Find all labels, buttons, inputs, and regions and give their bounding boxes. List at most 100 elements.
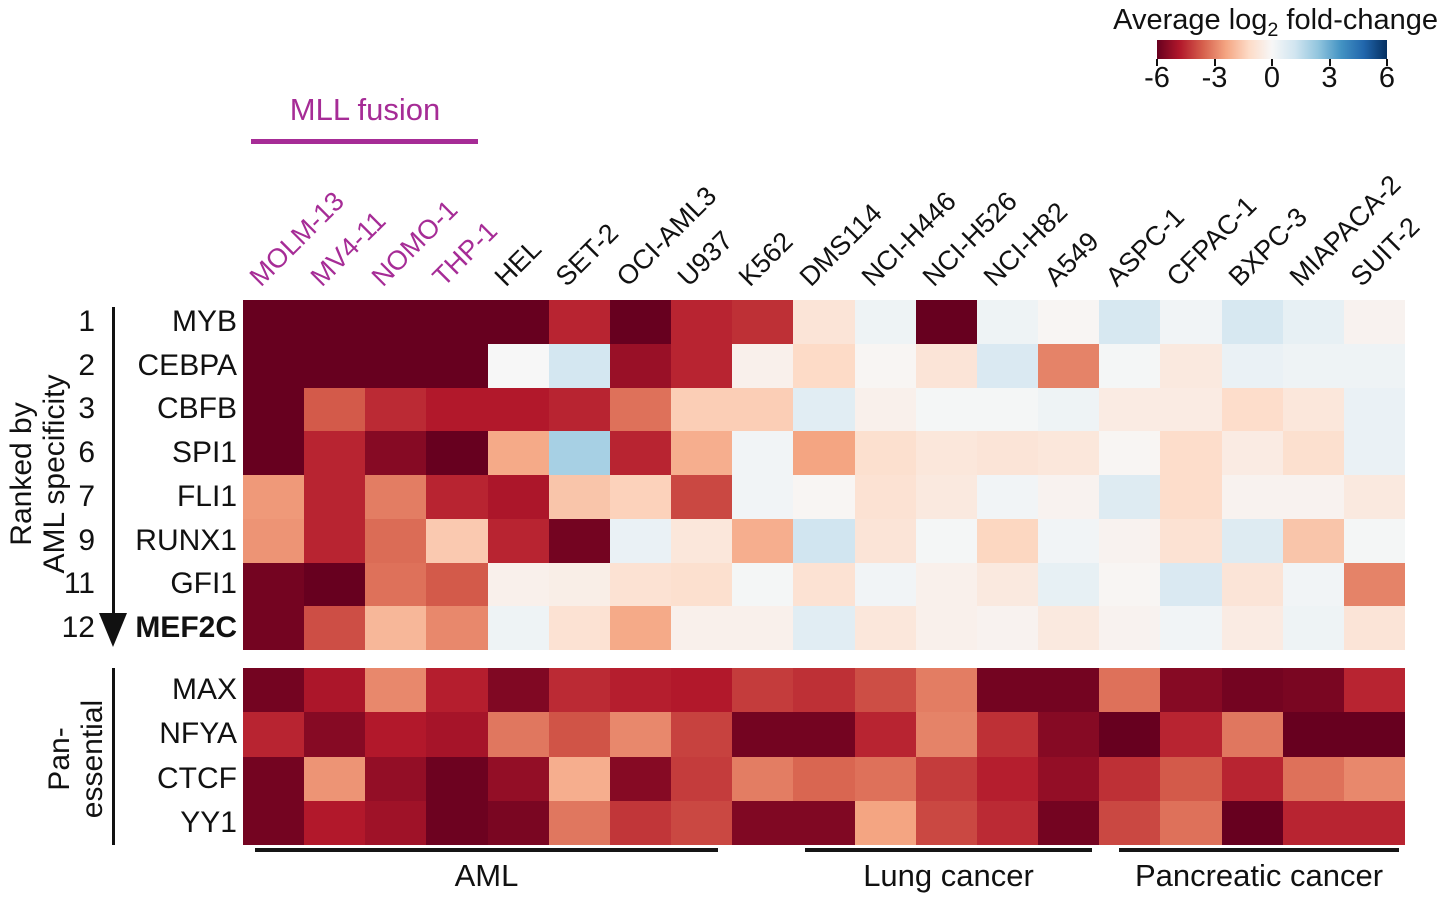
- heatmap-cell-spi1-aspc-1: [1099, 431, 1161, 475]
- heatmap-cell-yy1-k562: [732, 800, 794, 845]
- group-line-lung-cancer: [805, 848, 1092, 852]
- pan-essential-bracket-line: [112, 668, 115, 845]
- heatmap-cell-yy1-hel: [487, 800, 549, 845]
- heatmap-cell-gfi1-thp-1: [426, 562, 488, 607]
- heatmap-cell-fli1-nci-h526: [915, 475, 977, 519]
- colorbar-title: Average log2 fold-change: [1113, 4, 1438, 41]
- heatmap-block-aml-specific: [243, 300, 1405, 650]
- heatmap-cell-myb-miapaca-2: [1282, 300, 1344, 344]
- heatmap-cell-cbfb-k562: [732, 387, 794, 432]
- heatmap-cell-nfya-miapaca-2: [1282, 712, 1344, 757]
- heatmap-cell-ctcf-nci-h526: [915, 756, 977, 801]
- heatmap-cell-spi1-miapaca-2: [1282, 431, 1344, 475]
- heatmap-cell-nfya-dms114: [793, 712, 855, 757]
- heatmap-cell-nfya-oci-aml3: [609, 712, 672, 757]
- heatmap-cell-ctcf-k562: [732, 756, 794, 801]
- heatmap-cell-cebpa-molm-13: [243, 343, 305, 388]
- gene-label-runx1: RUNX1: [135, 523, 237, 557]
- heatmap-cell-yy1-a549: [1038, 800, 1100, 845]
- heatmap-cell-cebpa-nomo-1: [365, 343, 427, 388]
- heatmap-cell-cbfb-miapaca-2: [1282, 387, 1344, 432]
- heatmap-cell-runx1-hel: [487, 518, 549, 563]
- heatmap-cell-max-hel: [487, 668, 549, 713]
- heatmap-cell-mef2c-u937: [671, 606, 733, 650]
- heatmap-cell-mef2c-k562: [732, 606, 794, 650]
- heatmap-cell-cebpa-suit-2: [1343, 343, 1405, 388]
- rank-label-cbfb: 3: [78, 392, 95, 426]
- heatmap-cell-nfya-set-2: [548, 712, 610, 757]
- heatmap-cell-myb-mv4-11: [304, 300, 366, 344]
- heatmap-cell-myb-nci-h526: [915, 300, 977, 344]
- heatmap-cell-runx1-nomo-1: [365, 518, 427, 563]
- heatmap-cell-myb-suit-2: [1343, 300, 1405, 344]
- heatmap-cell-cebpa-a549: [1038, 343, 1100, 388]
- heatmap-cell-runx1-molm-13: [243, 518, 305, 563]
- colorbar-title-subscript: 2: [1267, 18, 1279, 41]
- heatmap-cell-runx1-dms114: [793, 518, 855, 563]
- heatmap-cell-nfya-hel: [487, 712, 549, 757]
- heatmap-cell-runx1-a549: [1038, 518, 1100, 563]
- heatmap-cell-spi1-hel: [487, 431, 549, 475]
- heatmap-cell-cebpa-nci-h446: [854, 343, 916, 388]
- heatmap-cell-spi1-cfpac-1: [1160, 431, 1222, 475]
- heatmap-cell-mef2c-set-2: [548, 606, 610, 650]
- gene-label-cebpa: CEBPA: [137, 348, 237, 382]
- heatmap-cell-nfya-nci-h526: [915, 712, 977, 757]
- rank-label-cebpa: 2: [78, 348, 95, 382]
- heatmap-cell-runx1-oci-aml3: [609, 518, 672, 563]
- heatmap-cell-myb-thp-1: [426, 300, 488, 344]
- rank-axis-line: [112, 307, 115, 614]
- heatmap-cell-spi1-k562: [732, 431, 794, 475]
- heatmap-cell-spi1-oci-aml3: [609, 431, 672, 475]
- heatmap-cell-myb-k562: [732, 300, 794, 344]
- heatmap-cell-cbfb-suit-2: [1343, 387, 1405, 432]
- heatmap-cell-yy1-molm-13: [243, 800, 305, 845]
- heatmap-cell-runx1-k562: [732, 518, 794, 563]
- heatmap-cell-runx1-set-2: [548, 518, 610, 563]
- heatmap-cell-yy1-suit-2: [1343, 800, 1405, 845]
- heatmap-cell-fli1-thp-1: [426, 475, 488, 519]
- heatmap-cell-mef2c-nomo-1: [365, 606, 427, 650]
- heatmap-cell-mef2c-a549: [1038, 606, 1100, 650]
- heatmap-cell-cbfb-u937: [671, 387, 733, 432]
- heatmap-cell-yy1-u937: [671, 800, 733, 845]
- heatmap-cell-cbfb-nomo-1: [365, 387, 427, 432]
- heatmap-cell-ctcf-dms114: [793, 756, 855, 801]
- rank-arrow-icon: [99, 613, 127, 647]
- heatmap-cell-ctcf-cfpac-1: [1160, 756, 1222, 801]
- heatmap-cell-max-set-2: [548, 668, 610, 713]
- heatmap-cell-max-dms114: [793, 668, 855, 713]
- heatmap-cell-yy1-nci-h526: [915, 800, 977, 845]
- heatmap-cell-ctcf-bxpc-3: [1221, 756, 1283, 801]
- heatmap-cell-ctcf-thp-1: [426, 756, 488, 801]
- heatmap-cell-spi1-bxpc-3: [1221, 431, 1283, 475]
- heatmap-cell-yy1-bxpc-3: [1221, 800, 1283, 845]
- heatmap-cell-max-cfpac-1: [1160, 668, 1222, 713]
- heatmap-cell-cbfb-a549: [1038, 387, 1100, 432]
- heatmap-cell-spi1-mv4-11: [304, 431, 366, 475]
- heatmap-cell-mef2c-aspc-1: [1099, 606, 1161, 650]
- heatmap-cell-ctcf-mv4-11: [304, 756, 366, 801]
- heatmap-cell-gfi1-aspc-1: [1099, 562, 1161, 607]
- heatmap-cell-nfya-thp-1: [426, 712, 488, 757]
- heatmap-cell-cbfb-dms114: [793, 387, 855, 432]
- heatmap-cell-cbfb-aspc-1: [1099, 387, 1161, 432]
- heatmap-cell-nfya-nci-h446: [854, 712, 916, 757]
- column-label-set-2: SET-2: [549, 217, 624, 292]
- heatmap-cell-myb-set-2: [548, 300, 610, 344]
- heatmap-cell-cebpa-mv4-11: [304, 343, 366, 388]
- heatmap-cell-runx1-nci-h446: [854, 518, 916, 563]
- heatmap-cell-fli1-dms114: [793, 475, 855, 519]
- heatmap-cell-gfi1-oci-aml3: [609, 562, 672, 607]
- group-label-aml: AML: [454, 858, 519, 893]
- heatmap-cell-mef2c-oci-aml3: [609, 606, 672, 650]
- column-label-k562: K562: [733, 226, 799, 292]
- heatmap-cell-mef2c-suit-2: [1343, 606, 1405, 650]
- heatmap-cell-gfi1-a549: [1038, 562, 1100, 607]
- heatmap-cell-runx1-u937: [671, 518, 733, 563]
- heatmap-cell-nfya-molm-13: [243, 712, 305, 757]
- heatmap-cell-gfi1-bxpc-3: [1221, 562, 1283, 607]
- heatmap-cell-ctcf-u937: [671, 756, 733, 801]
- heatmap-cell-max-k562: [732, 668, 794, 713]
- heatmap-cell-cbfb-bxpc-3: [1221, 387, 1283, 432]
